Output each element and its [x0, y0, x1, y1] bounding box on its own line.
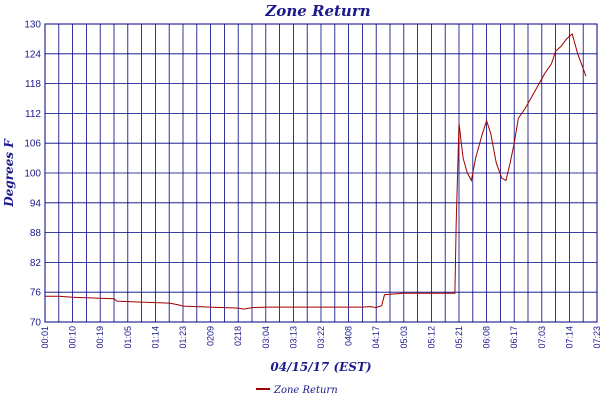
- y-tick-label: 112: [25, 109, 41, 120]
- y-tick-label: 76: [30, 288, 42, 299]
- x-tick-label: 00:01: [40, 326, 50, 349]
- y-tick-label: 100: [24, 169, 41, 180]
- series-line-zone-return: [45, 32, 587, 310]
- x-tick-label: 03:04: [261, 326, 271, 349]
- x-axis-ticks: 00:01 00:10 00:19 01:05 01:14 01:23 0209 0218 03…: [40, 326, 600, 349]
- x-tick-label: 07:14: [564, 326, 574, 349]
- x-tick-label: 07:23: [592, 326, 600, 349]
- x-tick-label: 06:08: [482, 326, 492, 349]
- x-tick-label: 01:23: [178, 326, 188, 349]
- x-tick-label: 06:17: [509, 326, 519, 349]
- y-tick-label: 82: [30, 258, 42, 269]
- y-tick-label: 106: [24, 139, 41, 150]
- x-tick-label: 01:05: [123, 326, 133, 349]
- x-tick-label: 00:10: [68, 326, 78, 349]
- plot-frame: [44, 23, 598, 323]
- y-axis-label: Degrees F: [2, 138, 16, 208]
- y-tick-label: 94: [30, 198, 42, 209]
- x-tick-label: 00:19: [95, 326, 105, 349]
- x-tick-label: 0408: [344, 326, 354, 346]
- y-tick-label: 70: [30, 318, 42, 329]
- x-tick-label: 05:21: [454, 326, 464, 349]
- x-axis-label: 04/15/17 (EST): [270, 360, 371, 374]
- y-tick-label: 130: [24, 20, 41, 31]
- x-tick-label: 04:17: [371, 326, 381, 349]
- y-axis-ticks: 70 76 82 88 94 100 106 112 118 124 130: [24, 20, 41, 329]
- x-tick-label: 05:12: [426, 326, 436, 349]
- x-tick-label: 03:22: [316, 326, 326, 349]
- x-tick-label: 0209: [206, 326, 216, 346]
- y-tick-label: 88: [30, 228, 42, 239]
- y-tick-label: 118: [25, 79, 41, 90]
- x-tick-label: 07:03: [537, 326, 547, 349]
- x-tick-label: 01:14: [150, 326, 160, 349]
- x-tick-label: 03:13: [288, 326, 298, 349]
- chart-grid: [44, 23, 598, 323]
- x-tick-label: 05:03: [399, 326, 409, 349]
- y-tick-label: 124: [24, 49, 41, 60]
- chart-title: Zone Return: [264, 2, 370, 20]
- x-tick-label: 0218: [233, 326, 243, 346]
- legend-label: Zone Return: [273, 385, 338, 396]
